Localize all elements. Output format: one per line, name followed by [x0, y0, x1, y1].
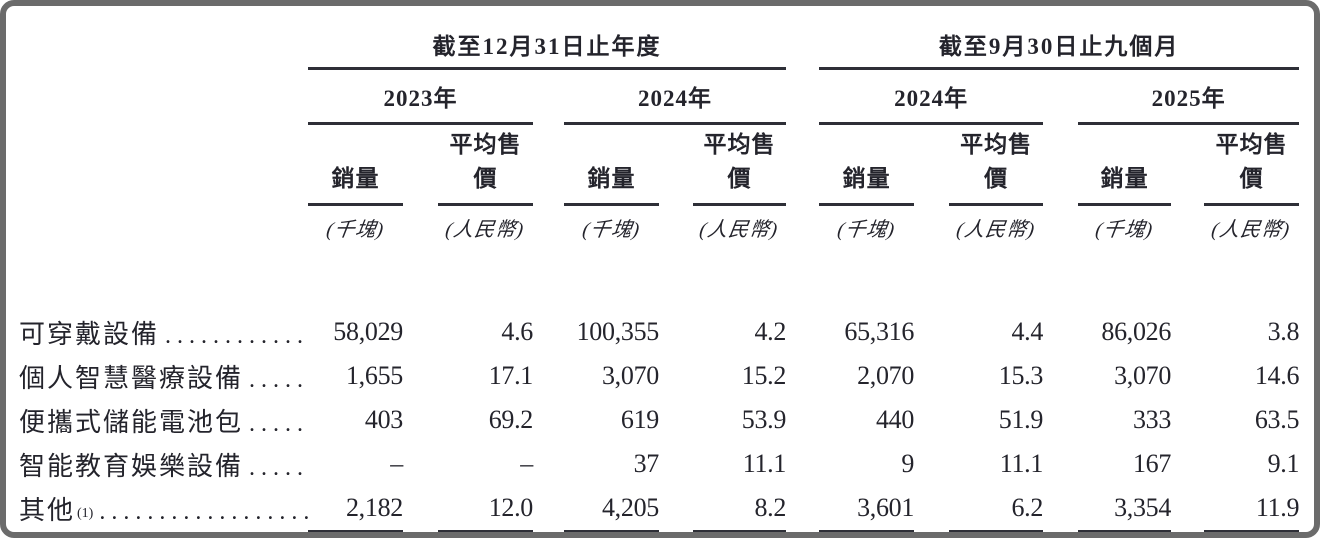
double-rule	[1204, 530, 1300, 532]
cell-value: 8.2	[754, 493, 787, 522]
asp-header: 平均售價	[693, 123, 787, 206]
double-rule	[564, 530, 659, 532]
unit-thousand-pieces: (千塊)	[1094, 219, 1155, 242]
cell-value: 4.4	[1011, 317, 1044, 346]
unit-rmb: (人民幣)	[955, 219, 1037, 242]
cell-value: 17.1	[488, 361, 534, 390]
cell-value: 3,354	[1114, 493, 1172, 522]
unit-thousand-pieces: (千塊)	[836, 219, 897, 242]
unit-thousand-pieces: (千塊)	[580, 219, 642, 242]
year-header-2025-9m: 2025年	[1078, 68, 1300, 125]
units-row: (千塊) (人民幣) (千塊) (人民幣) (千塊) (人民幣) (千塊) (人…	[19, 204, 1299, 250]
cell-value: 15.2	[741, 361, 787, 390]
unit-thousand-pieces: (千塊)	[324, 219, 386, 242]
table-row-wearables: 可穿戴設備...................................…	[19, 310, 1299, 354]
spacer-row	[19, 250, 1299, 310]
cell-value: 3,601	[857, 493, 915, 522]
table-row-education-entertainment: 智能教育娛樂設備................................…	[19, 442, 1299, 486]
cell-value: 11.1	[999, 449, 1044, 478]
cell-value: 3,070	[601, 361, 659, 390]
table-row-energy-storage: 便攜式儲能電池包................................…	[19, 398, 1299, 442]
cell-value: 619	[620, 405, 659, 434]
cell-value: 51.9	[998, 405, 1044, 434]
table-row-others: 其他(1)...................................…	[19, 486, 1299, 530]
year-header-row: 2023年 2024年 2024年 2025年	[19, 68, 1300, 125]
period-header-nine-months: 截至9月30日止九個月	[819, 6, 1300, 70]
dot-leader: ........................................…	[99, 498, 308, 525]
dot-leader: ........................................…	[165, 322, 308, 349]
cell-value: 440	[875, 405, 915, 434]
cell-value: 4.2	[754, 317, 787, 346]
volume-header: 銷量	[819, 123, 915, 206]
dot-leader: ........................................…	[249, 366, 308, 393]
asp-header: 平均售價	[1204, 123, 1300, 206]
cell-value: 167	[1132, 449, 1172, 478]
group-gap	[786, 6, 819, 68]
row-label: 個人智慧醫療設備	[19, 363, 244, 393]
row-label: 便攜式儲能電池包	[19, 407, 244, 437]
cell-value: 14.6	[1254, 361, 1300, 390]
cell-value: 4.6	[501, 317, 533, 346]
double-rule	[949, 530, 1044, 532]
row-label: 智能教育娛樂設備	[19, 451, 244, 481]
metric-header-row: 銷量 平均售價 銷量 平均售價 銷量 平均售價 銷量 平均售價	[19, 123, 1300, 206]
cell-value: 65,316	[844, 317, 915, 346]
unit-rmb: (人民幣)	[444, 219, 526, 242]
cell-value: 53.9	[741, 405, 787, 434]
cell-value: 12.0	[488, 493, 534, 522]
dot-leader: ........................................…	[249, 454, 308, 481]
volume-header: 銷量	[308, 123, 403, 206]
cell-value: 1,655	[345, 361, 403, 390]
cell-value: 86,026	[1101, 317, 1172, 346]
volume-header: 銷量	[1078, 123, 1172, 206]
table-row-medical-devices: 個人智慧醫療設備................................…	[19, 354, 1299, 398]
asp-header: 平均售價	[949, 123, 1044, 206]
year-header-2024-9m: 2024年	[819, 68, 1044, 125]
cell-value: 37	[633, 449, 660, 478]
row-label: 其他	[19, 495, 76, 525]
cell-value: 3.8	[1267, 317, 1300, 346]
double-rule	[1078, 530, 1172, 532]
cell-value: 15.3	[998, 361, 1044, 390]
double-rule	[308, 530, 403, 532]
cell-value: 9	[901, 449, 915, 478]
cell-value: 9.1	[1267, 449, 1300, 478]
row-label: 可穿戴設備	[19, 319, 160, 349]
col-gap	[1043, 68, 1078, 123]
cell-value: 11.9	[1255, 493, 1300, 522]
cell-value: 2,182	[345, 493, 403, 522]
cell-value: 58,029	[333, 317, 403, 346]
unit-rmb: (人民幣)	[1210, 219, 1292, 242]
double-rule	[819, 530, 915, 532]
cell-value: 403	[364, 405, 403, 434]
year-header-2024: 2024年	[564, 68, 787, 125]
cell-value: 69.2	[488, 405, 534, 434]
cell-value: 4,205	[601, 493, 659, 522]
group-gap	[786, 68, 819, 123]
cell-value: 333	[1132, 405, 1172, 434]
dot-leader: ........................................…	[249, 410, 308, 437]
cell-value: 11.1	[742, 449, 787, 478]
cell-value: 63.5	[1254, 405, 1300, 434]
total-double-rule-row	[19, 530, 1300, 532]
period-group-header-row: 截至12月31日止年度 截至9月30日止九個月	[19, 6, 1300, 70]
double-rule	[438, 530, 533, 532]
cell-value: –	[390, 449, 403, 478]
sales-volume-asp-table: 截至12月31日止年度 截至9月30日止九個月 2023年 2024年 2024…	[19, 6, 1300, 532]
cell-value: –	[520, 449, 533, 478]
double-rule	[693, 530, 787, 532]
unit-rmb: (人民幣)	[698, 219, 780, 242]
period-header-annual: 截至12月31日止年度	[308, 6, 787, 70]
cell-value: 100,355	[576, 317, 660, 346]
cell-value: 6.2	[1011, 493, 1044, 522]
cell-value: 3,070	[1114, 361, 1172, 390]
cell-value: 2,070	[857, 361, 915, 390]
label-column-spacer	[19, 6, 308, 68]
volume-header: 銷量	[564, 123, 659, 206]
year-header-2023: 2023年	[308, 68, 533, 125]
col-gap	[533, 68, 564, 123]
asp-header: 平均售價	[438, 123, 533, 206]
footnote-marker: (1)	[77, 505, 94, 521]
